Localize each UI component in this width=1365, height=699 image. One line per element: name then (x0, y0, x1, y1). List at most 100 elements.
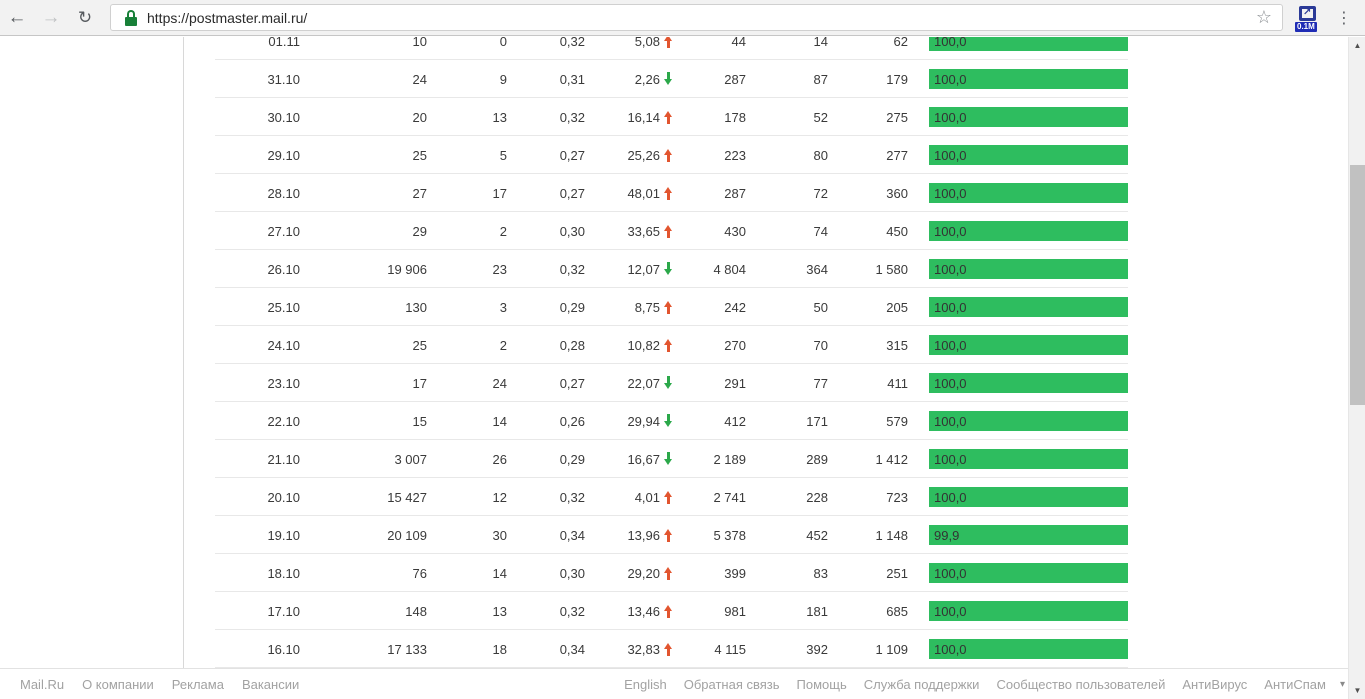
value-cell: 72 (813, 185, 828, 201)
value-cell: 0,32 (559, 109, 585, 125)
value-cell: 242 (724, 299, 746, 315)
delta-value: 10,82 (627, 337, 660, 353)
table-row: 16.10 17 133 18 0,34 32,83 4 115 392 1 1… (183, 630, 1128, 668)
scrollbar-thumb[interactable] (1350, 165, 1365, 405)
value-cell: 52 (813, 109, 828, 125)
value-cell: 181 (806, 603, 828, 619)
value-cell: 26 (492, 451, 507, 467)
scroll-up-icon[interactable]: ▲ (1353, 41, 1362, 50)
rate-bar: 100,0 (929, 601, 1128, 621)
value-cell: 685 (886, 603, 908, 619)
rank-extension-icon[interactable]: ↗ 0.1M (1295, 5, 1317, 32)
rate-bar-cell: 100,0 (929, 259, 1128, 279)
date-cell: 22.10 (267, 413, 300, 429)
trend-arrow-icon (664, 490, 673, 504)
value-cell: 277 (886, 147, 908, 163)
rate-bar-label: 100,0 (934, 71, 967, 87)
trend-arrow-icon (664, 224, 673, 238)
value-cell: 0,32 (559, 489, 585, 505)
page-footer: Mail.Ru О компании Реклама Вакансии English… (0, 668, 1365, 699)
address-bar[interactable]: https://postmaster.mail.ru/ ☆ (110, 4, 1283, 31)
stats-table: 01.11 10 0 0,32 5,08 44 14 62 100,0 31.1… (0, 37, 1348, 668)
back-icon[interactable]: ← (7, 6, 27, 28)
value-cell: 2 (499, 337, 507, 353)
date-cell: 23.10 (267, 375, 300, 391)
rate-bar-label: 99,9 (934, 527, 960, 543)
footer-link[interactable]: АнтиВирус (1182, 676, 1248, 692)
rate-bar-label: 100,0 (934, 147, 967, 163)
trend-arrow-icon (664, 642, 673, 656)
footer-link[interactable]: АнтиСпам (1264, 676, 1326, 692)
table-row: 25.10 130 3 0,29 8,75 242 50 205 100,0 (183, 288, 1128, 326)
footer-link[interactable]: Помощь (796, 676, 847, 692)
footer-link[interactable]: О компании (82, 676, 154, 692)
value-cell: 1 412 (875, 451, 908, 467)
value-cell: 148 (405, 603, 427, 619)
url-text[interactable]: https://postmaster.mail.ru/ (147, 9, 308, 26)
table-row: 29.10 25 5 0,27 25,26 223 80 277 100,0 (183, 136, 1128, 174)
date-cell: 17.10 (267, 603, 300, 619)
value-cell: 18 (492, 641, 507, 657)
value-cell: 80 (813, 147, 828, 163)
table-row: 21.10 3 007 26 0,29 16,67 2 189 289 1 41… (183, 440, 1128, 478)
delta-cell: 8,75 (585, 300, 673, 315)
delta-cell: 13,96 (585, 528, 673, 543)
value-cell: 10 (412, 37, 427, 49)
rate-bar-cell: 100,0 (929, 639, 1128, 659)
footer-more-caret-icon[interactable]: ▾ (1339, 678, 1345, 690)
footer-link[interactable]: Реклама (171, 676, 224, 692)
table-row: 30.10 20 13 0,32 16,14 178 52 275 100,0 (183, 98, 1128, 136)
rate-bar-cell: 100,0 (929, 411, 1128, 431)
footer-link[interactable]: English (624, 676, 667, 692)
value-cell: 23 (492, 261, 507, 277)
footer-link[interactable]: Вакансии (241, 676, 300, 692)
footer-link[interactable]: Служба поддержки (863, 676, 980, 692)
date-cell: 29.10 (267, 147, 300, 163)
rate-bar-label: 100,0 (934, 641, 967, 657)
rate-bar-cell: 100,0 (929, 449, 1128, 469)
scroll-down-icon[interactable]: ▼ (1353, 686, 1362, 695)
lock-icon (125, 9, 137, 26)
value-cell: 27 (412, 185, 427, 201)
delta-value: 13,46 (627, 603, 660, 619)
value-cell: 360 (886, 185, 908, 201)
value-cell: 3 007 (394, 451, 427, 467)
table-row: 17.10 148 13 0,32 13,46 981 181 685 100,… (183, 592, 1128, 630)
footer-link[interactable]: Сообщество пользователей (996, 676, 1166, 692)
rate-bar-label: 100,0 (934, 261, 967, 277)
delta-cell: 48,01 (585, 186, 673, 201)
rate-bar-cell: 100,0 (929, 69, 1128, 89)
delta-value: 16,14 (627, 109, 660, 125)
value-cell: 0,31 (559, 71, 585, 87)
date-cell: 19.10 (267, 527, 300, 543)
value-cell: 315 (886, 337, 908, 353)
table-row: 19.10 20 109 30 0,34 13,96 5 378 452 1 1… (183, 516, 1128, 554)
delta-cell: 5,08 (585, 37, 673, 49)
value-cell: 0,29 (559, 299, 585, 315)
value-cell: 19 906 (387, 261, 427, 277)
date-cell: 16.10 (267, 641, 300, 657)
footer-link[interactable]: Обратная связь (683, 676, 780, 692)
footer-left-links: Mail.Ru О компании Реклама Вакансии (20, 677, 299, 692)
delta-value: 48,01 (627, 185, 660, 201)
value-cell: 412 (724, 413, 746, 429)
page-scrollbar[interactable]: ▲ ▼ (1348, 37, 1365, 699)
table-row: 23.10 17 24 0,27 22,07 291 77 411 100,0 (183, 364, 1128, 402)
value-cell: 0,27 (559, 375, 585, 391)
footer-link[interactable]: Mail.Ru (20, 676, 65, 692)
value-cell: 178 (724, 109, 746, 125)
rate-bar-cell: 100,0 (929, 37, 1128, 51)
rate-bar-label: 100,0 (934, 565, 967, 581)
reload-icon[interactable]: ↻ (77, 7, 93, 27)
bookmark-star-icon[interactable]: ☆ (1255, 7, 1272, 27)
delta-cell: 4,01 (585, 490, 673, 505)
delta-cell: 33,65 (585, 224, 673, 239)
delta-value: 4,01 (634, 489, 660, 505)
browser-menu-icon[interactable]: ⋮ (1336, 9, 1352, 27)
value-cell: 17 (492, 185, 507, 201)
value-cell: 24 (492, 375, 507, 391)
rate-bar-cell: 100,0 (929, 183, 1128, 203)
delta-value: 22,07 (627, 375, 660, 391)
delta-value: 25,26 (627, 147, 660, 163)
delta-cell: 13,46 (585, 604, 673, 619)
